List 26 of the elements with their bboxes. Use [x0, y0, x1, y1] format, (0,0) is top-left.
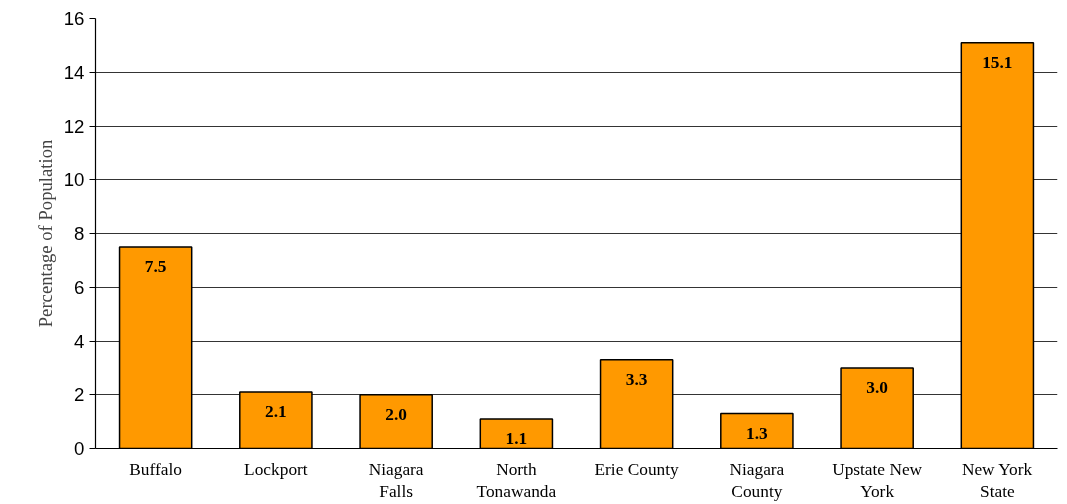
y-axis-title: Percentage of Population [34, 139, 56, 328]
y-tick-label: 12 [63, 115, 85, 137]
data-label: 1.1 [505, 428, 528, 448]
y-tick-label: 2 [74, 384, 85, 406]
data-label: 2.1 [265, 402, 287, 422]
data-label: 2.0 [385, 404, 407, 424]
x-tick-label: Upstate New York [832, 459, 923, 502]
y-tick-label: 14 [63, 61, 85, 83]
y-tick-label: 8 [74, 223, 85, 244]
x-tick-label: Lockport [244, 459, 308, 479]
data-label: 3.3 [625, 369, 648, 389]
x-tick-label: Buffalo [129, 459, 182, 479]
data-label: 15.1 [982, 52, 1013, 72]
y-tick-label: 0 [74, 438, 85, 459]
y-tick-label: 4 [74, 330, 85, 352]
y-tick-label: 6 [74, 276, 85, 298]
data-label: 3.0 [866, 377, 888, 397]
x-tick-label: New York State [961, 459, 1033, 502]
x-tick-label: Niagara County [729, 459, 785, 502]
x-tick-label: Erie County [594, 459, 680, 479]
y-tick-label: 16 [63, 8, 85, 29]
x-tick-label: North Tonawanda [476, 459, 557, 502]
data-label: 1.3 [746, 423, 769, 443]
y-tick-label: 10 [63, 169, 85, 191]
data-label: 7.5 [144, 256, 167, 276]
x-tick-label: Niagara Falls [368, 459, 424, 502]
